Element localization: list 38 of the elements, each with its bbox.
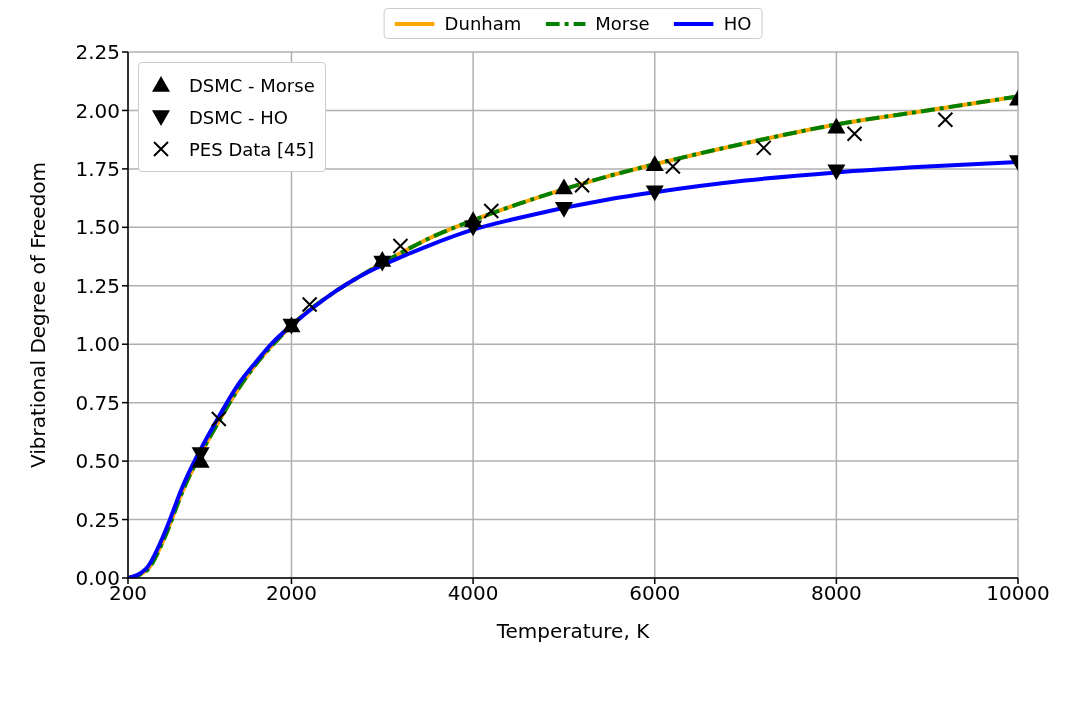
- point: [664, 158, 681, 175]
- point: [574, 177, 591, 194]
- legend-label: DSMC - Morse: [189, 74, 315, 96]
- x-tick-label: 10000: [986, 581, 1050, 606]
- point: [827, 117, 846, 134]
- point: [554, 178, 573, 195]
- x-tick-label: 8000: [810, 581, 862, 606]
- legend-label: HO: [723, 13, 752, 34]
- y-tick-label: 1.75: [75, 156, 120, 181]
- y-tick-label: 2.00: [75, 98, 120, 123]
- y-tick-label: 0.75: [75, 390, 120, 415]
- point: [645, 155, 664, 171]
- point: [554, 201, 573, 218]
- y-tick-label: 2.25: [75, 40, 120, 65]
- y-tick-label: 1.50: [75, 215, 120, 240]
- point: [392, 238, 409, 255]
- x-axis-title: Temperature, K: [495, 619, 651, 643]
- point: [464, 220, 483, 237]
- y-tick-label: 0.25: [75, 507, 120, 532]
- point: [301, 296, 318, 313]
- x-tick-label: 2000: [266, 581, 317, 606]
- legend-label: Dunham: [444, 13, 522, 34]
- point: [210, 411, 227, 428]
- point: [645, 185, 664, 202]
- point: [827, 164, 846, 181]
- y-tick-label: 0.50: [75, 449, 120, 474]
- y-tick-label: 1.00: [75, 332, 120, 357]
- legend-label: DSMC - HO: [189, 106, 289, 128]
- x-tick-label: 4000: [447, 581, 499, 606]
- legend-label: Morse: [595, 13, 650, 34]
- point: [483, 202, 500, 219]
- legend-label: PES Data [45]: [189, 138, 315, 160]
- x-tick-label: 6000: [629, 581, 681, 606]
- y-axis-title: Vibrational Degree of Freedom: [26, 161, 51, 469]
- point: [937, 111, 954, 128]
- y-tick-label: 1.25: [75, 273, 120, 298]
- point: [846, 125, 863, 142]
- point: [755, 139, 772, 156]
